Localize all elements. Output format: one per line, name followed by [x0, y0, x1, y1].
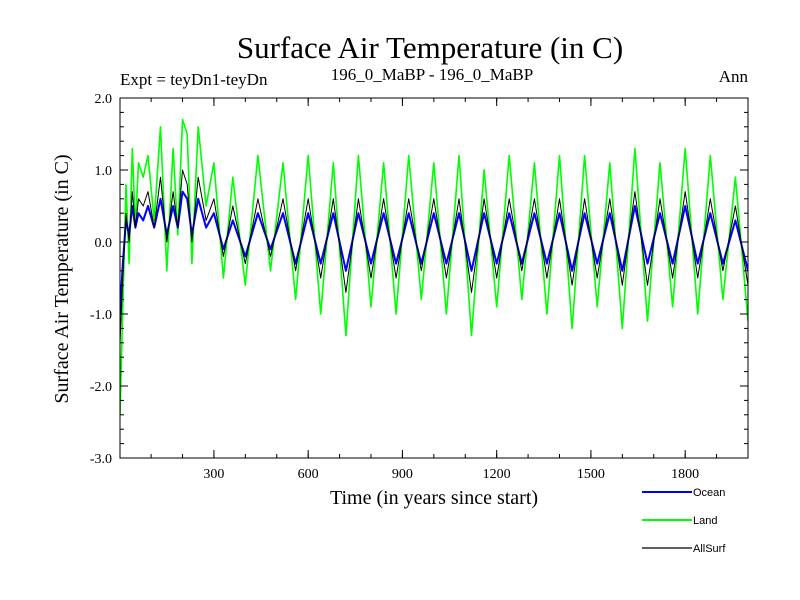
series-layer: [120, 118, 748, 415]
x-axis-label: Time (in years since start): [330, 487, 538, 509]
plot-frame: [119, 97, 749, 459]
legend-label-ocean: Ocean: [693, 487, 725, 499]
y-axis-label: Surface Air Temperature (in C): [51, 154, 73, 403]
y-tick-label: 0.0: [95, 236, 113, 251]
x-tick-label: 300: [203, 467, 224, 482]
x-tick-label: 1500: [577, 467, 605, 482]
legend-label-land: Land: [693, 515, 717, 527]
season-label: Ann: [719, 67, 749, 86]
y-tick-label: -2.0: [90, 380, 112, 395]
series-line-allsurf: [120, 169, 748, 343]
y-tick-label: -3.0: [90, 452, 112, 467]
tick-layer: 300 600 900 1200 1500 1800 2.0 1.0 0.0 -1.0 -2.0 -3…: [90, 92, 748, 482]
x-tick-label: 900: [392, 467, 413, 482]
legend-label-allsurf: AllSurf: [693, 543, 726, 555]
series-line-land: [120, 118, 748, 415]
y-tick-label: -1.0: [90, 308, 112, 323]
x-tick-label: 1200: [483, 467, 511, 482]
series-line-ocean: [120, 190, 748, 315]
x-tick-label: 1800: [671, 467, 699, 482]
chart-title: Surface Air Temperature (in C): [237, 30, 623, 65]
period-subtitle: 196_0_MaBP - 196_0_MaBP: [331, 65, 533, 84]
y-tick-label: 2.0: [95, 92, 113, 107]
y-tick-label: 1.0: [95, 164, 113, 179]
x-tick-label: 600: [298, 467, 319, 482]
legend: Ocean Land AllSurf: [642, 487, 726, 555]
expt-label: Expt = teyDn1-teyDn: [120, 70, 268, 89]
